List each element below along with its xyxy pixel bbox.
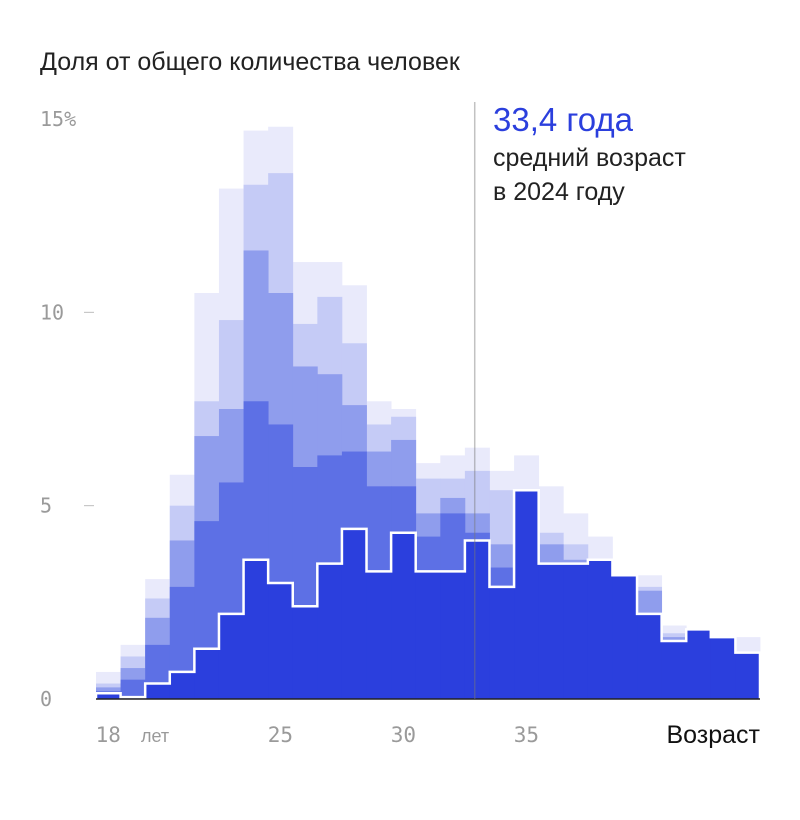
bar-layer5-age-39	[612, 575, 638, 699]
bar-layer5-age-34	[489, 586, 515, 699]
bar-layer5-age-44	[735, 652, 761, 699]
x-tick-label-35: 35	[514, 723, 539, 747]
bar-layer5-age-36	[538, 563, 564, 699]
y-axis: 0 5 10 15%	[40, 107, 94, 711]
bar-layer5-age-27	[317, 563, 343, 699]
bar-layer5-age-40	[637, 613, 663, 699]
bar-outline	[94, 488, 762, 699]
mean-age-caption-line2: в 2024 году	[493, 178, 625, 206]
bar-layer5-age-23	[218, 613, 244, 699]
x-tick-label-25: 25	[268, 723, 293, 747]
mean-age-caption-line1: средний возраст	[493, 144, 686, 172]
bar-layer5-age-28	[341, 528, 367, 699]
bar-layer5-age-33	[464, 540, 490, 699]
bar-layer5-age-35	[514, 490, 540, 699]
x-tick-label-18: 18	[96, 723, 121, 747]
mean-age-value: 33,4 года	[493, 101, 634, 138]
bar-layer5-age-41	[661, 641, 687, 699]
y-tick-label-0: 0	[40, 687, 52, 711]
y-tick-label-10: 10	[40, 300, 64, 324]
x-tick-label-30: 30	[391, 723, 416, 747]
chart-title: Доля от общего количества человек	[40, 48, 461, 76]
bars-group	[96, 126, 761, 700]
bar-layer5-age-26	[292, 606, 318, 699]
bar-layer5-age-29	[366, 571, 392, 699]
bar-layer5-age-20	[145, 683, 171, 699]
outline-group	[94, 488, 762, 699]
bar-layer5-age-25	[268, 583, 294, 699]
bar-layer5-age-22	[194, 648, 220, 699]
bar-layer4-age-19	[120, 679, 146, 699]
x-axis-label: Возраст	[666, 721, 760, 749]
bar-layer5-age-21	[169, 671, 195, 699]
bar-layer5-age-31	[415, 571, 441, 699]
y-tick-label-5: 5	[40, 494, 52, 518]
bar-layer5-age-37	[563, 563, 589, 699]
bar-layer5-age-43	[710, 637, 736, 699]
bar-layer5-age-42	[686, 629, 712, 699]
bar-layer5-age-30	[391, 532, 417, 699]
bar-layer5-age-32	[440, 571, 466, 699]
y-tick-label-15: 15%	[40, 107, 76, 131]
bar-layer5-age-24	[243, 559, 269, 699]
x-axis: 18 25 30 35	[96, 723, 539, 747]
x-axis-unit: лет	[141, 726, 169, 746]
bar-layer5-age-38	[587, 559, 613, 699]
bar-layer5-age-18	[96, 693, 121, 699]
